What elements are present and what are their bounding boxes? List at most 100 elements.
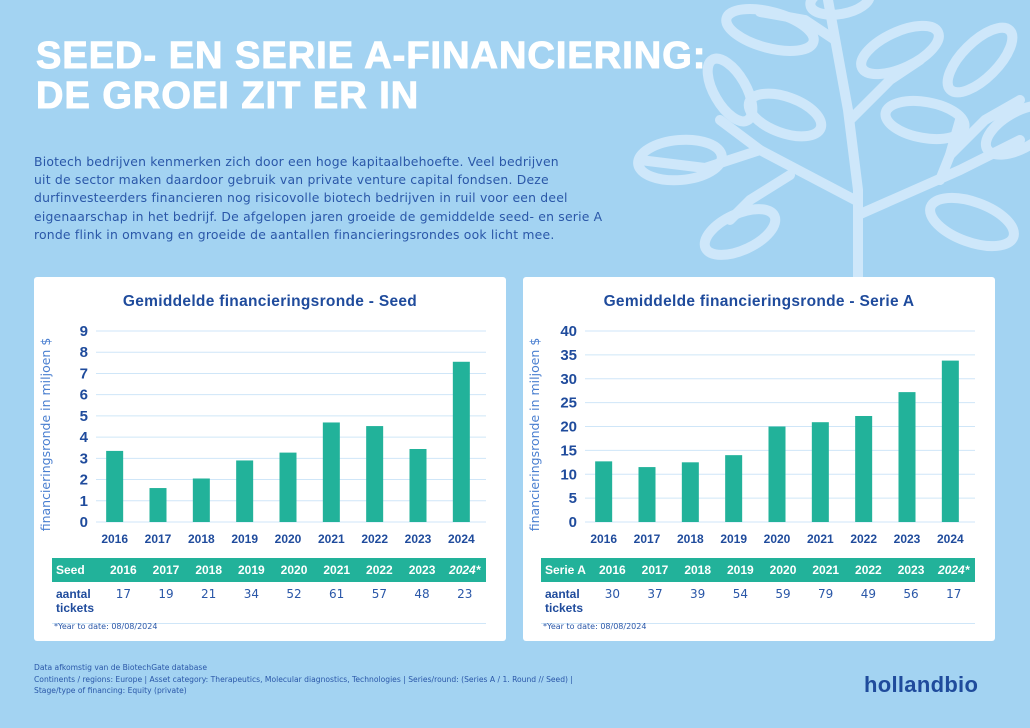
ticket-count: 48 — [414, 587, 430, 601]
table-header-year: 2018 — [684, 563, 712, 577]
bar-2018 — [681, 462, 699, 522]
y-tick-label: 0 — [569, 514, 577, 531]
page-title: SEED- EN SERIE A-FINANCIERING: DE GROEI … — [35, 35, 707, 117]
y-tick-label: 4 — [80, 429, 89, 446]
page-title-line: SEED- EN SERIE A-FINANCIERING: — [35, 35, 707, 77]
seed-bar-chart: financieringsronde in miljoen $ 0 1 2 3 4 5 6 7 8… — [38, 323, 486, 546]
x-tick-label: 2018 — [188, 532, 215, 546]
y-tick-label: 3 — [80, 450, 88, 467]
intro-line: ronde flink in omvang en groeide de aant… — [34, 226, 555, 242]
bar-2020 — [768, 426, 786, 522]
ticket-count: 54 — [732, 587, 748, 601]
x-tick-label: 2024 — [448, 532, 475, 546]
bar-2018 — [192, 478, 210, 522]
intro-line: eigenaarschap in het bedrijf. De afgelop… — [34, 208, 603, 224]
x-tick-label: 2022 — [850, 532, 877, 546]
table-header-year: 2016 — [598, 563, 626, 577]
intro-line: Biotech bedrijven kenmerken zich door ee… — [34, 154, 559, 169]
x-tick-label: 2016 — [101, 532, 128, 546]
y-tick-label: 7 — [80, 365, 88, 382]
table-header-year: 2016 — [109, 563, 137, 577]
table-header-year: 2023 — [408, 563, 436, 577]
y-tick-label: 2 — [80, 472, 88, 489]
table-header-year: 2022 — [855, 563, 882, 577]
ticket-count: 30 — [604, 587, 620, 601]
bar-2016 — [106, 450, 124, 522]
ticket-count: 57 — [371, 587, 387, 601]
bar-2017 — [638, 467, 656, 522]
x-tick-label: 2017 — [634, 532, 661, 546]
source-line: Continents / regions: Europe | Asset cat… — [34, 674, 573, 684]
ticket-count: 17 — [946, 587, 962, 601]
table-header-year: 2024* — [449, 563, 481, 577]
seed-tickets-table: Seed 2016 2017 2018 2019 2020 2021 2022 … — [52, 558, 486, 624]
hollandbio-logo: hollandbio — [864, 672, 979, 697]
ticket-count: 79 — [818, 587, 834, 601]
table-header-year: 2020 — [280, 563, 308, 577]
intro-line: uit de sector maken daardoor gebruik van… — [34, 172, 549, 188]
bar-2022 — [855, 415, 873, 522]
row-label-line: tickets — [545, 601, 584, 615]
y-tick-label: 10 — [560, 466, 577, 483]
table-header-label: Seed — [56, 563, 85, 577]
table-header-year: 2021 — [323, 563, 351, 577]
y-tick-label: 9 — [80, 323, 88, 340]
serie-a-tickets-table: Serie A 2016 2017 2018 2019 2020 2021 20… — [541, 558, 975, 624]
bar-2024 — [452, 361, 470, 522]
ticket-count: 52 — [286, 587, 302, 601]
x-tick-label: 2024 — [937, 532, 964, 546]
table-header-year: 2019 — [238, 563, 265, 577]
table-header-year: 2017 — [641, 563, 669, 577]
bar-2021 — [322, 422, 340, 522]
y-tick-label: 40 — [560, 323, 577, 340]
seed-chart-card: Gemiddelde financieringsronde - Seed fin… — [34, 277, 506, 641]
y-tick-label: 35 — [560, 347, 577, 364]
y-tick-label: 25 — [560, 395, 577, 412]
x-tick-label: 2019 — [720, 532, 747, 546]
bar-2019 — [725, 455, 743, 522]
x-tick-label: 2020 — [764, 532, 791, 546]
table-header-year: 2017 — [152, 563, 180, 577]
x-tick-label: 2021 — [807, 532, 834, 546]
bar-2024 — [941, 360, 959, 522]
table-header-row: Serie A 2016 2017 2018 2019 2020 2021 20… — [541, 558, 975, 582]
data-source-note: Data afkomstig van de BiotechGate databa… — [34, 662, 573, 697]
y-tick-label: 20 — [560, 419, 577, 436]
x-tick-label: 2020 — [275, 532, 302, 546]
ticket-count: 17 — [115, 587, 131, 601]
ticket-count: 39 — [690, 587, 706, 601]
table-header-year: 2019 — [727, 563, 754, 577]
page-title-line: DE GROEI ZIT ER IN — [35, 75, 420, 117]
chart-title: Gemiddelde financieringsronde - Serie A — [603, 293, 915, 310]
y-axis-title: financieringsronde in miljoen $ — [527, 338, 542, 532]
intro-paragraph: Biotech bedrijven kenmerken zich door ee… — [34, 153, 654, 244]
table-header-year: 2020 — [769, 563, 797, 577]
x-tick-label: 2021 — [318, 532, 345, 546]
table-row: aantal tickets 17 19 21 34 52 61 57 48 2… — [52, 582, 486, 624]
y-tick-label: 30 — [560, 371, 577, 388]
x-tick-label: 2018 — [677, 532, 704, 546]
table-row: aantal tickets 30 37 39 54 59 79 49 56 1… — [541, 582, 975, 624]
bar-2017 — [149, 488, 167, 522]
bar-2019 — [236, 460, 254, 522]
table-header-year: 2018 — [195, 563, 223, 577]
chart-title: Gemiddelde financieringsronde - Seed — [122, 293, 418, 310]
bar-2022 — [366, 426, 384, 522]
source-line: Data afkomstig van de BiotechGate databa… — [34, 663, 208, 672]
ticket-count: 37 — [647, 587, 663, 601]
ticket-count: 59 — [775, 587, 791, 601]
x-tick-label: 2019 — [231, 532, 258, 546]
row-label-line: tickets — [56, 601, 95, 615]
table-header-year: 2021 — [812, 563, 840, 577]
table-header-row: Seed 2016 2017 2018 2019 2020 2021 2022 … — [52, 558, 486, 582]
ticket-count: 19 — [158, 587, 174, 601]
y-tick-label: 0 — [80, 514, 88, 531]
x-tick-label: 2023 — [405, 532, 432, 546]
y-tick-label: 6 — [80, 387, 88, 404]
x-tick-label: 2016 — [590, 532, 617, 546]
x-tick-label: 2017 — [145, 532, 172, 546]
serie-a-bar-chart: financieringsronde in miljoen $051015202… — [527, 323, 975, 546]
ticket-count: 34 — [243, 587, 259, 601]
bar-2020 — [279, 452, 297, 522]
y-axis-title: financieringsronde in miljoen $ — [38, 338, 53, 532]
